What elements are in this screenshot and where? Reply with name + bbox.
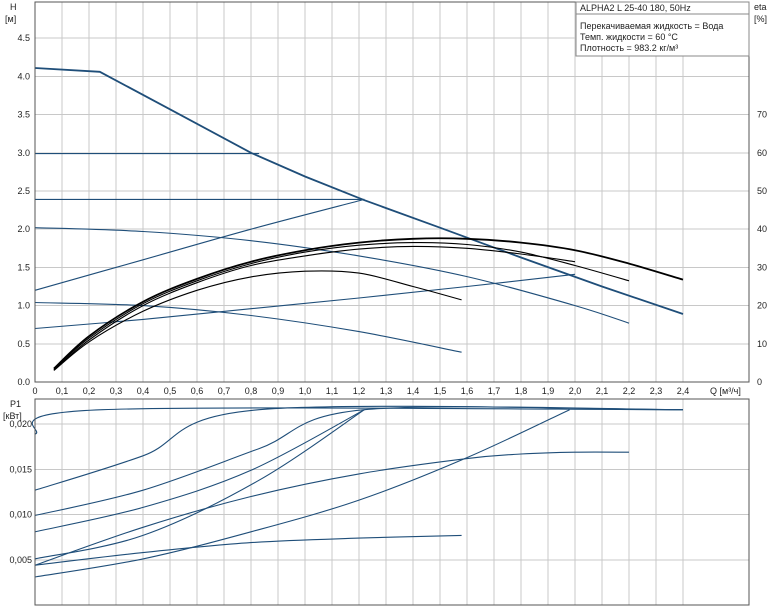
- efficiency-curve-0: [53, 237, 684, 370]
- info-line-density: Плотность = 983.2 кг/м³: [580, 43, 678, 53]
- x-tick-label: 0,2: [83, 386, 96, 396]
- y2-tick-label-eta: 10: [757, 339, 767, 349]
- x-tick-label: 1,6: [461, 386, 474, 396]
- y2-tick-label-eta: 0: [757, 377, 762, 387]
- x-tick-label: 0,6: [191, 386, 204, 396]
- y-tick-label-power: 0,015: [9, 464, 32, 474]
- head-curve-0: [34, 67, 684, 315]
- head-chart-frame: [34, 1, 750, 383]
- head-chart-grid: [34, 2, 749, 382]
- x-tick-label: 2,4: [677, 386, 690, 396]
- x-tick-label: 0,1: [56, 386, 69, 396]
- y-tick-label-power: 0,005: [9, 555, 32, 565]
- power-curve-0: [31, 407, 684, 435]
- y-tick-label-head: 0.5: [17, 339, 30, 349]
- x-tick-label: 0,3: [110, 386, 123, 396]
- y2-tick-label-eta: 70: [757, 110, 767, 120]
- y-tick-label-head: 3.0: [17, 148, 30, 158]
- head-series-group: [34, 67, 684, 353]
- power-curve-5: [34, 451, 630, 566]
- y-tick-label-head: 0.0: [17, 377, 30, 387]
- y-axis-unit-power: [кВт]: [3, 411, 22, 421]
- power-curve-3: [34, 409, 365, 560]
- head-curve-4: [34, 227, 630, 324]
- x-tick-label: 1,7: [488, 386, 501, 396]
- power-curve-6: [34, 409, 570, 578]
- power-chart-grid: [34, 399, 749, 605]
- info-line-temperature: Темп. жидкости = 60 °C: [580, 32, 678, 42]
- y2-tick-label-eta: 30: [757, 262, 767, 272]
- x-tick-label: 0,9: [272, 386, 285, 396]
- info-box: [575, 1, 750, 57]
- x-tick-label: 1,5: [434, 386, 447, 396]
- power-curve-2: [34, 406, 684, 517]
- x-tick-label: 1,3: [380, 386, 393, 396]
- power-curve-4: [34, 409, 365, 533]
- y-tick-label-power: 0,020: [9, 419, 32, 429]
- x-tick-label: 1,1: [326, 386, 339, 396]
- x-tick-label: 0,8: [245, 386, 258, 396]
- y-tick-label-head: 1.5: [17, 262, 30, 272]
- y2-tick-label-eta: 20: [757, 301, 767, 311]
- y-axis-label-power: P1: [10, 399, 21, 409]
- y-tick-label-head: 2.5: [17, 186, 30, 196]
- head-curve-6: [34, 273, 576, 330]
- y-tick-label-head: 4.5: [17, 33, 30, 43]
- x-tick-label: 1,9: [542, 386, 555, 396]
- efficiency-series-group: [53, 237, 684, 371]
- efficiency-curve-1: [53, 242, 630, 370]
- x-tick-label: 2,3: [650, 386, 663, 396]
- y-axis-unit-head: [м]: [5, 14, 16, 24]
- y-tick-label-head: 4.0: [17, 71, 30, 81]
- x-tick-label: 1,0: [299, 386, 312, 396]
- y2-tick-label-eta: 40: [757, 224, 767, 234]
- chart-title: ALPHA2 L 25-40 180, 50Hz: [580, 3, 691, 13]
- y2-axis-unit-eta: [%]: [754, 14, 767, 24]
- y-axis-label-head: H: [10, 2, 17, 12]
- y2-tick-label-eta: 50: [757, 186, 767, 196]
- x-tick-label: 1,8: [515, 386, 528, 396]
- x-tick-label: 2,1: [596, 386, 609, 396]
- y2-tick-label-eta: 60: [757, 148, 767, 158]
- x-tick-label: 2,0: [569, 386, 582, 396]
- head-curve-3: [34, 198, 365, 291]
- efficiency-curve-3: [53, 270, 462, 371]
- x-tick-label: 0,5: [164, 386, 177, 396]
- x-axis-label: Q [м³/ч]: [710, 386, 741, 396]
- efficiency-curve-2: [53, 245, 576, 371]
- x-tick-label: 1,2: [353, 386, 366, 396]
- x-tick-label: 0: [32, 386, 37, 396]
- power-curve-7: [34, 534, 462, 566]
- x-tick-label: 1,4: [407, 386, 420, 396]
- y2-axis-label-eta: eta: [754, 2, 767, 12]
- x-tick-label: 0,7: [218, 386, 231, 396]
- x-tick-label: 0,4: [137, 386, 150, 396]
- power-series-group: [31, 405, 684, 578]
- y-tick-label-head: 1.0: [17, 301, 30, 311]
- tick-labels: 0 0,1 0,2 0,3 0,4 0,5 0,6 0,7 0,8 0,9 1,0 1,1 1,2 1,3…: [9, 33, 767, 565]
- y-tick-label-power: 0,010: [9, 510, 32, 520]
- y-tick-label-head: 2.0: [17, 224, 30, 234]
- y-tick-label-head: 3.5: [17, 110, 30, 120]
- power-chart-frame: [34, 398, 750, 606]
- x-tick-label: 2,2: [623, 386, 636, 396]
- info-line-liquid: Перекачиваемая жидкость = Вода: [580, 21, 723, 31]
- head-curve-5: [34, 301, 462, 353]
